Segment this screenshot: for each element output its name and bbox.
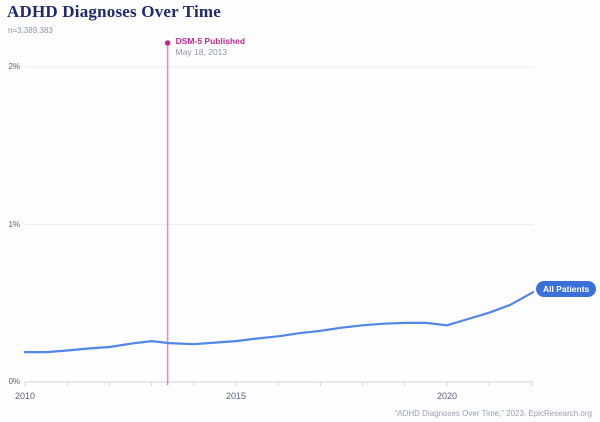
y-axis-label: 2% <box>8 62 20 71</box>
annotation-title: DSM-5 Published <box>175 36 246 46</box>
page-title: ADHD Diagnoses Over Time <box>7 2 221 21</box>
x-axis-label: 2010 <box>14 391 36 401</box>
y-axis-label: 1% <box>8 219 20 229</box>
all-patients-line <box>23 291 535 354</box>
annotation-date: May 18, 2013 <box>175 47 228 57</box>
dsm5-annotation: DSM-5 Published May 18, 2013 <box>176 36 245 58</box>
sample-size-label: n=3,389,383 <box>8 26 53 35</box>
dsm5-annotation-dot <box>164 40 171 46</box>
footer-citation: “ADHD Diagnoses Over Time,” 2023. EpicRe… <box>394 409 592 418</box>
y-axis-label: 0% <box>8 377 20 386</box>
x-axis-label: 2015 <box>225 391 247 401</box>
all-patients-badge: All Patients <box>536 281 597 297</box>
x-axis-label: 2020 <box>436 391 458 401</box>
